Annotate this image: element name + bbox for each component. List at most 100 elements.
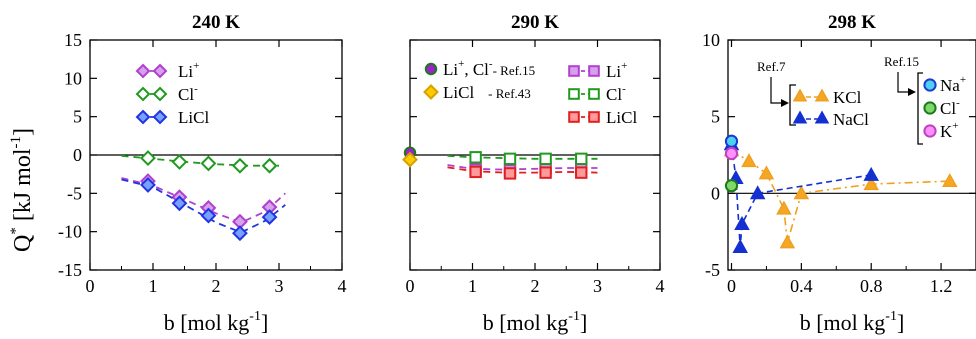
data-point — [575, 152, 588, 166]
y-tick-label: 15 — [64, 30, 82, 50]
legend: Li+Cl-LiCl — [568, 60, 637, 127]
x-axis-label-main: b [mol kg — [483, 310, 569, 335]
svg-text:Q* [kJ mol-1]: Q* [kJ mol-1] — [8, 128, 36, 252]
data-point — [732, 238, 748, 253]
legend-marker — [923, 78, 937, 92]
legend-label-main: Cl — [940, 99, 956, 118]
legend-label-main: Cl — [606, 85, 622, 104]
data-point — [503, 152, 517, 166]
legend-label-rest: , Cl — [464, 60, 489, 79]
y-tick-label: -5 — [67, 183, 82, 203]
fit-curve — [447, 166, 598, 174]
y-tick-label: 10 — [64, 68, 82, 88]
data-point — [734, 215, 750, 230]
fit-curve — [447, 164, 598, 171]
legend-label-main: LiCl — [443, 83, 474, 102]
legend-marker — [568, 111, 580, 123]
x-axis-label: b [mol kg-1] — [164, 309, 269, 335]
x-axis-label: b [mol kg-1] — [800, 309, 905, 335]
legend-marker — [923, 101, 937, 115]
legend-marker — [135, 86, 151, 102]
x-tick-label: 0 — [727, 276, 736, 296]
legend-marker — [588, 88, 600, 100]
x-axis-label: b [mol kg-1] — [483, 309, 588, 335]
data-point — [232, 157, 248, 174]
data-point — [863, 176, 879, 191]
x-axis-label-rest: ] — [580, 310, 587, 335]
legend-ref-text: - Ref.15 — [493, 63, 536, 78]
data-point — [200, 155, 217, 172]
x-axis-label-main: b [mol kg — [164, 310, 250, 335]
legend-marker — [923, 124, 937, 138]
fit-curve — [121, 177, 286, 224]
x-tick-label: 0.8 — [860, 276, 883, 296]
x-tick-label: 0.4 — [790, 276, 813, 296]
ref-point — [724, 146, 739, 161]
legend-marker — [814, 110, 830, 124]
legend-marker — [135, 109, 151, 125]
legend-label-rest-sup: - — [489, 58, 493, 70]
legend-label-main: Li — [178, 62, 193, 81]
fit-curve — [447, 154, 598, 160]
ref-point — [724, 134, 739, 148]
y-axis-label-unit-sup: -1 — [8, 136, 24, 149]
data-point — [749, 185, 766, 200]
y-tick-label: 5 — [73, 107, 82, 127]
data-point — [171, 195, 188, 212]
legend-label: Li+ — [606, 60, 627, 81]
legend-label-sup: + — [952, 120, 958, 132]
y-tick-label: -15 — [58, 260, 82, 280]
series-cl — [447, 151, 598, 166]
x-tick-label: 1 — [468, 276, 477, 296]
panel-298K: 298 K 0 0.4 0.8 1.2 -5 0 5 10 b [mol kg-1] Ref.7 KC… — [702, 12, 976, 335]
legend-label: LiCl - Ref.43 — [443, 83, 531, 102]
data-point — [232, 225, 248, 242]
legend-marker — [568, 65, 580, 77]
x-axis-label-sup: -1 — [885, 309, 897, 324]
legend-item: NaCl — [792, 110, 869, 129]
x-tick-label: 2 — [531, 276, 540, 296]
data-point — [261, 209, 278, 226]
legend-bracket — [789, 84, 796, 126]
y-tick-label: 5 — [711, 107, 720, 127]
y-axis-label: Q* [kJ mol-1] — [8, 128, 36, 252]
legend-label: Li+, Cl-- Ref.15 — [443, 58, 535, 79]
legend-ref: Na+ Cl- K+ — [923, 74, 966, 141]
x-tick-label: 3 — [275, 276, 284, 296]
ref-arrow-head — [781, 99, 789, 107]
legend-label: LiCl — [178, 108, 209, 127]
series-line — [731, 149, 950, 243]
legend-marker — [792, 88, 808, 102]
legend-bracket — [917, 72, 923, 145]
legend-label-sup: - — [622, 83, 626, 95]
data-point — [942, 173, 958, 188]
data-point — [261, 157, 278, 174]
legend-label: LiCl — [606, 108, 637, 127]
legend-label: Na+ — [940, 74, 966, 95]
ref-point — [402, 151, 418, 168]
legend-marker — [588, 111, 600, 123]
ref-arrow — [770, 77, 781, 104]
legend: KCl NaCl — [792, 88, 869, 129]
y-axis-label-close: ] — [10, 128, 36, 136]
plot-frame — [727, 39, 976, 271]
x-tick-label: 3 — [593, 276, 602, 296]
legend-label-main: LiCl — [178, 108, 209, 127]
data-point — [793, 185, 810, 200]
legend-label-main: K — [940, 122, 953, 141]
x-tick-label: 2 — [212, 276, 221, 296]
x-tick-label: 1.2 — [930, 276, 953, 296]
data-point — [758, 165, 775, 180]
legend-marker — [152, 63, 168, 79]
legend-item: Cl- — [568, 83, 626, 104]
data-point — [575, 166, 588, 179]
legend-label-sup: - — [956, 97, 960, 109]
legend-label-sup: - — [194, 83, 198, 95]
y-axis-label-sup: * — [8, 227, 24, 235]
legend-label-sup: + — [193, 60, 199, 72]
data-point — [200, 207, 217, 224]
data-point — [140, 150, 156, 166]
x-axis-label-rest: ] — [261, 310, 268, 335]
data-point — [469, 151, 482, 164]
